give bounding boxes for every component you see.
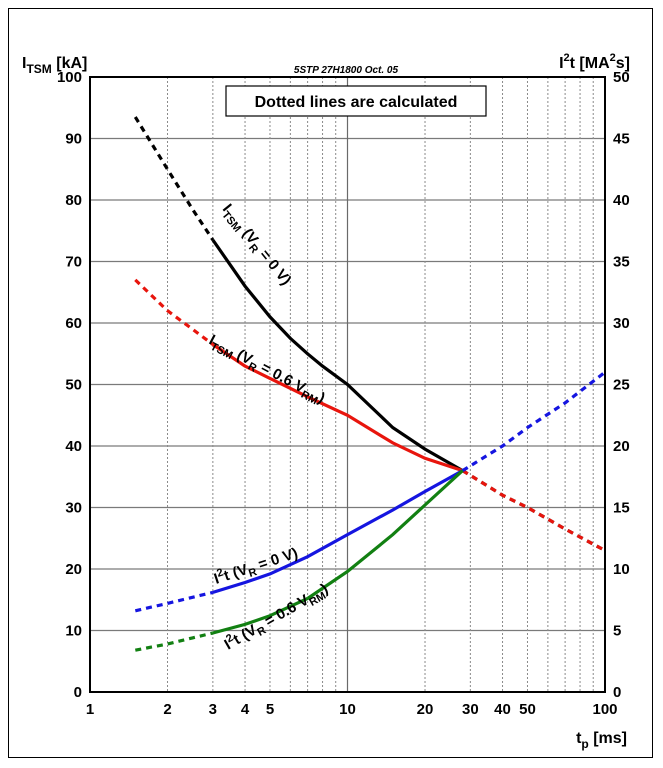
y-right-tick-label: 35 bbox=[613, 254, 630, 271]
series-itsm_v06 bbox=[134, 278, 606, 552]
y-right-tick-label: 15 bbox=[613, 500, 630, 517]
y-left-tick-label: 100 bbox=[57, 69, 82, 86]
y-left-tick-label: 30 bbox=[65, 500, 82, 517]
y-right-tick-label: 20 bbox=[613, 438, 630, 455]
series-itsm_v06-calc-high bbox=[461, 469, 606, 552]
chart-frame bbox=[8, 8, 653, 758]
curve-label-i2t-v06: I2t (VR = 0.6 VRM) bbox=[221, 579, 333, 656]
series-i2t_v0-measured bbox=[212, 469, 464, 594]
plot-area-border bbox=[89, 76, 606, 693]
y-right-tick-label: 30 bbox=[613, 315, 630, 332]
series-itsm_v0-measured bbox=[211, 239, 464, 472]
x-tick-label: 20 bbox=[417, 701, 434, 718]
x-tick-label: 30 bbox=[462, 701, 479, 718]
series-itsm_v06-measured bbox=[212, 343, 464, 473]
x-tick-label: 3 bbox=[209, 701, 217, 718]
x-axis-title: tp [ms] bbox=[576, 730, 627, 751]
y-right-tick-label: 45 bbox=[613, 131, 630, 148]
series-itsm_v0 bbox=[133, 116, 606, 552]
curves bbox=[133, 116, 606, 652]
y-axis-right-title: I2t [MA2s] bbox=[559, 52, 630, 72]
y-left-tick-label: 40 bbox=[65, 438, 82, 455]
x-tick-label: 100 bbox=[592, 701, 617, 718]
y-right-tick-label: 50 bbox=[613, 69, 630, 86]
x-tick-label: 50 bbox=[519, 701, 536, 718]
series-i2t_v06-calc-low bbox=[134, 631, 214, 652]
y-right-tick-label: 25 bbox=[613, 377, 630, 394]
x-tick-label: 2 bbox=[163, 701, 171, 718]
curve-label-itsm-v06: ITSM (VR = 0.6 VRM) bbox=[205, 332, 328, 410]
y-right-tick-label: 40 bbox=[613, 192, 630, 209]
reference-code: 5STP 27H1800 Oct. 05 bbox=[294, 65, 399, 76]
y-left-tick-label: 0 bbox=[74, 684, 82, 701]
y-left-tick-label: 10 bbox=[65, 623, 82, 640]
y-left-tick-label: 90 bbox=[65, 131, 82, 148]
x-tick-label: 4 bbox=[241, 701, 250, 718]
curve-label-itsm-v0: ITSM (VR = 0 V) bbox=[217, 201, 295, 291]
series-i2t_v06 bbox=[134, 469, 464, 652]
x-tick-label: 10 bbox=[339, 701, 356, 718]
x-tick-label: 5 bbox=[266, 701, 274, 718]
grid bbox=[90, 77, 605, 692]
y-axis-left-title: ITSM [kA] bbox=[22, 55, 87, 76]
x-tick-label: 1 bbox=[86, 701, 94, 718]
note-text: Dotted lines are calculated bbox=[255, 94, 458, 111]
series-i2t_v0-calc-low bbox=[134, 590, 214, 613]
y-left-tick-label: 20 bbox=[65, 561, 82, 578]
series-i2t_v0 bbox=[134, 370, 606, 613]
y-left-tick-label: 80 bbox=[65, 192, 82, 209]
y-right-tick-label: 10 bbox=[613, 561, 630, 578]
x-tick-label: 40 bbox=[494, 701, 511, 718]
y-left-tick-label: 50 bbox=[65, 377, 82, 394]
note-box bbox=[225, 85, 487, 117]
series-itsm_v06-calc-low bbox=[134, 278, 214, 346]
series-itsm_v0-calc-low bbox=[133, 116, 215, 241]
y-left-tick-label: 70 bbox=[65, 254, 82, 271]
y-right-tick-label: 5 bbox=[613, 623, 621, 640]
y-right-tick-label: 0 bbox=[613, 684, 621, 701]
series-i2t_v0-calc-high bbox=[461, 370, 606, 472]
y-left-tick-label: 60 bbox=[65, 315, 82, 332]
series-i2t_v06-measured bbox=[212, 469, 464, 635]
